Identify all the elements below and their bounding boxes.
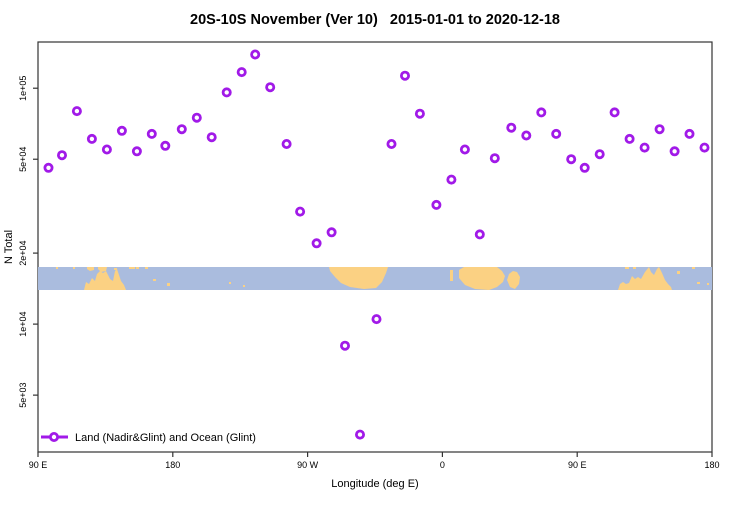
land-island-dot (73, 267, 75, 269)
data-point (265, 82, 276, 93)
land-island-dot (56, 267, 58, 269)
data-point (116, 125, 127, 136)
data-point (146, 128, 157, 139)
data-point (326, 227, 337, 238)
land-island-dot (677, 271, 680, 274)
data-point (43, 162, 54, 173)
data-point (311, 238, 322, 249)
land-island-dot (153, 279, 156, 281)
x-axis-title: Longitude (deg E) (331, 478, 418, 490)
y-tick-label: 5e+03 (18, 382, 28, 407)
data-point (176, 124, 187, 135)
data-point (250, 49, 261, 60)
data-point (399, 70, 410, 81)
plot-area-frame (37, 41, 713, 453)
data-point (414, 108, 425, 119)
land-island-dot (129, 267, 135, 269)
data-point (446, 174, 457, 185)
land-island-dot (145, 267, 148, 269)
land-shape (98, 267, 107, 272)
data-point (160, 140, 171, 151)
map-band (38, 267, 712, 290)
data-point (489, 153, 500, 164)
data-point (206, 132, 217, 143)
data-point (57, 150, 68, 161)
legend-marker-circle-icon (49, 431, 60, 442)
land-island-dot (243, 285, 245, 287)
data-point (474, 229, 485, 240)
data-point (551, 128, 562, 139)
land-island-dot (229, 282, 231, 284)
land-island-dot (633, 267, 636, 269)
y-tick-label: 1e+04 (18, 311, 28, 336)
y-tick-label: 1e+05 (18, 76, 28, 101)
land-island-dot (692, 267, 695, 269)
y-tick-label: 2e+04 (18, 240, 28, 265)
data-point (669, 146, 680, 157)
land-shape (507, 271, 520, 289)
legend-label: Land (Nadir&Glint) and Ocean (Glint) (75, 432, 256, 444)
data-point (536, 107, 547, 118)
data-point (594, 149, 605, 160)
chart-title: 20S-10S November (Ver 10) 2015-01-01 to … (190, 12, 560, 28)
land-shape (84, 269, 126, 290)
x-tick-label: 90 E (568, 460, 587, 470)
land-island-dot (625, 267, 629, 269)
land-shape (618, 267, 672, 290)
data-point (295, 206, 306, 217)
data-point (101, 144, 112, 155)
x-tick-label: 180 (165, 460, 180, 470)
data-point (431, 199, 442, 210)
data-point (639, 142, 650, 153)
land-shape (87, 267, 94, 271)
data-point (624, 133, 635, 144)
data-point (386, 138, 397, 149)
data-point (131, 146, 142, 157)
data-points (43, 49, 710, 440)
data-point (221, 87, 232, 98)
land-island-dot (136, 267, 139, 269)
land-island-dot (167, 283, 170, 286)
legend: Land (Nadir&Glint) and Ocean (Glint) (41, 431, 256, 444)
data-point (506, 122, 517, 133)
data-point (71, 106, 82, 117)
land-island-dot (707, 283, 709, 285)
data-point (236, 67, 247, 78)
land-shape (459, 267, 505, 290)
y-axis-title: N Total (3, 230, 15, 264)
data-point (566, 154, 577, 165)
data-point (609, 107, 620, 118)
data-point (684, 128, 695, 139)
data-point (459, 144, 470, 155)
land-island-dot (114, 268, 117, 270)
y-tick-label: 5e+04 (18, 147, 28, 172)
data-point (371, 314, 382, 325)
land-island-dot (450, 270, 453, 281)
data-point (191, 112, 202, 123)
x-axis-ticks: 90 E 180 90 W 0 90 E 180 (29, 452, 720, 470)
x-tick-label: 0 (440, 460, 445, 470)
data-point (339, 340, 350, 351)
data-point (699, 142, 710, 153)
data-point (579, 162, 590, 173)
land-island-dot (697, 282, 700, 284)
data-point (86, 133, 97, 144)
data-point (654, 124, 665, 135)
x-tick-label: 180 (704, 460, 719, 470)
x-tick-label: 90 E (29, 460, 48, 470)
x-tick-label: 90 W (297, 460, 319, 470)
data-point (354, 429, 365, 440)
y-axis-ticks: 1e+05 5e+04 2e+04 1e+04 5e+03 (18, 76, 38, 408)
data-point (281, 138, 292, 149)
land-shape (329, 267, 388, 289)
data-point (521, 130, 532, 141)
